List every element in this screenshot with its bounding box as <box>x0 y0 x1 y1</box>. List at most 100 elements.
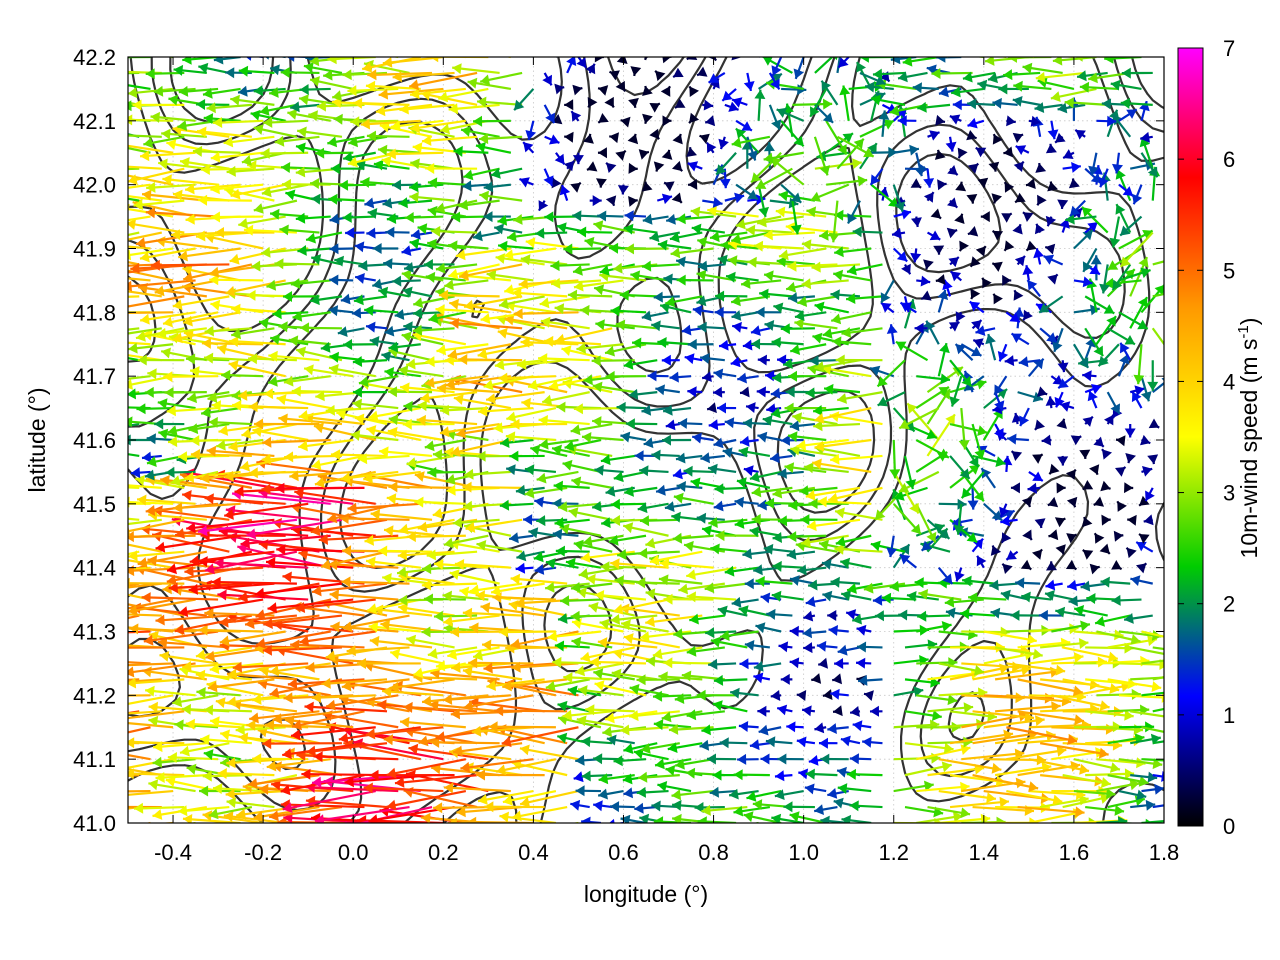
wind-vector-head <box>830 576 840 588</box>
wind-vector-head <box>406 358 416 370</box>
wind-vector-head <box>475 590 485 602</box>
wind-vector-shaft <box>814 438 872 449</box>
wind-vector-shaft <box>378 87 444 97</box>
wind-vector-head <box>714 306 724 318</box>
wind-vector-shaft <box>291 710 365 728</box>
wind-vector-head <box>367 69 377 81</box>
wind-vector-head <box>992 134 1003 145</box>
wind-vector-head <box>708 73 720 83</box>
wind-vector-head <box>162 174 172 186</box>
wind-vector-shaft <box>128 566 196 573</box>
wind-vectors <box>73 57 1164 823</box>
wind-vector-head <box>357 815 367 823</box>
wind-vector-head <box>210 299 221 311</box>
wind-vector-head <box>238 732 249 744</box>
wind-vector-shaft <box>753 821 759 823</box>
wind-vector-head <box>314 422 324 434</box>
wind-vector-head <box>947 197 958 208</box>
wind-vector-head <box>226 165 236 177</box>
wind-vector-shaft <box>511 662 579 669</box>
wind-vector-head <box>623 522 634 534</box>
wind-vector-head <box>286 57 295 62</box>
wind-vector-head <box>420 392 430 404</box>
wind-vector-head <box>272 518 282 529</box>
wind-vector-head <box>875 509 886 520</box>
wind-vector-head <box>660 302 671 313</box>
wind-vector-shaft <box>397 550 455 557</box>
wind-vector-shaft <box>240 534 331 546</box>
wind-vector-head <box>717 605 728 617</box>
wind-vector-head <box>348 136 358 148</box>
wind-vector-head <box>115 402 124 413</box>
wind-vector-shaft <box>157 640 230 649</box>
wind-vector-head <box>964 381 975 391</box>
wind-vector-head <box>278 413 288 425</box>
wind-vector-head <box>814 804 824 815</box>
wind-vector-shaft <box>1017 678 1084 694</box>
wind-vector-head <box>570 182 581 193</box>
wind-vector-shaft <box>128 183 151 189</box>
wind-vector-head <box>203 704 214 716</box>
wind-vector-head <box>924 780 934 792</box>
wind-vector-head <box>734 518 745 529</box>
wind-vector-head <box>896 341 907 352</box>
wind-vector-shaft <box>128 231 140 237</box>
wind-vector-head <box>276 394 287 406</box>
wind-vector-head <box>554 303 565 315</box>
wind-vector-head <box>565 557 576 569</box>
wind-vector-head <box>519 177 530 188</box>
wind-vector-head <box>732 321 742 333</box>
wind-vector-head <box>778 249 789 261</box>
wind-vector-shaft <box>380 622 444 633</box>
wind-vector-head <box>1025 178 1036 189</box>
wind-vector-shaft <box>256 461 331 474</box>
wind-vector-head <box>73 540 83 551</box>
wind-vector-head <box>676 481 686 492</box>
wind-vector-head <box>253 810 264 822</box>
wind-vector-head <box>164 387 174 398</box>
wind-vector-head <box>747 256 757 268</box>
wind-vector-head <box>1043 254 1055 265</box>
wind-vector-head <box>805 489 816 501</box>
wind-vector-head <box>1131 391 1142 403</box>
wind-vector-shaft <box>128 269 174 282</box>
wind-vector-head <box>828 232 840 243</box>
wind-vector-head <box>1054 396 1065 408</box>
wind-vector-head <box>883 119 894 130</box>
wind-vector-head <box>1007 433 1017 445</box>
wind-vector-head <box>555 545 565 557</box>
wind-vector-head <box>785 222 796 233</box>
wind-vector-head <box>128 416 133 428</box>
wind-vector-head <box>729 788 739 800</box>
wind-vector-head <box>966 194 978 204</box>
wind-vector-head <box>296 346 307 358</box>
wind-vector-head <box>201 337 211 349</box>
wind-vector-head <box>904 421 915 432</box>
wind-vector-head <box>870 174 881 185</box>
colorbar-title-superscript: -1 <box>1235 325 1252 338</box>
wind-vector-head <box>975 246 986 257</box>
wind-vector-head <box>738 446 749 458</box>
wind-vector-head <box>753 660 764 672</box>
wind-vector-shaft <box>128 694 174 705</box>
wind-vector-head <box>248 353 258 365</box>
wind-vector-head <box>1034 518 1046 528</box>
wind-vector-head <box>281 162 291 173</box>
wind-vector-head <box>544 335 554 347</box>
wind-vector-shaft <box>231 492 331 505</box>
wind-vector-shaft <box>344 774 433 784</box>
wind-vector-head <box>656 484 666 496</box>
wind-vector-head <box>564 131 574 143</box>
colorbar-title-main: 10m-wind speed (m s <box>1236 339 1262 559</box>
wind-vector-head <box>216 439 226 451</box>
wind-vector-shaft <box>1017 805 1085 814</box>
wind-vector-head <box>440 123 450 135</box>
wind-vector-head <box>562 709 572 721</box>
wind-vector-head <box>377 699 387 711</box>
wind-vector-head <box>245 618 255 629</box>
wind-vector-shaft <box>469 700 545 713</box>
wind-vector-head <box>763 152 774 164</box>
wind-vector-head <box>828 625 838 636</box>
wind-vector-shaft <box>128 486 140 489</box>
wind-vector-head <box>651 449 661 461</box>
